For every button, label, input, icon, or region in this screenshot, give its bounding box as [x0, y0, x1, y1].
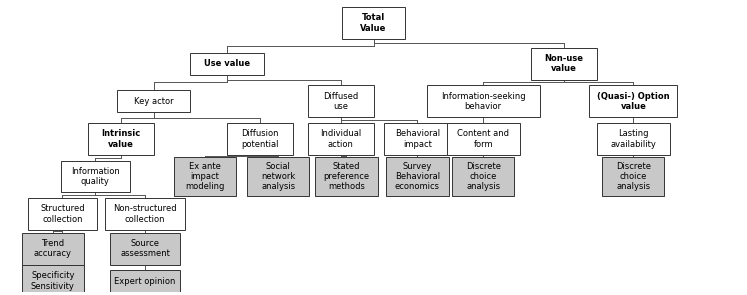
FancyBboxPatch shape	[427, 85, 540, 117]
Text: Information
quality: Information quality	[71, 167, 120, 186]
FancyBboxPatch shape	[227, 123, 293, 155]
Text: Structured
collection: Structured collection	[40, 204, 84, 224]
Text: Social
network
analysis: Social network analysis	[261, 161, 296, 191]
Text: Non-use
value: Non-use value	[545, 54, 583, 73]
Text: Discrete
choice
analysis: Discrete choice analysis	[616, 161, 651, 191]
Text: Use value: Use value	[204, 59, 250, 68]
Text: Lasting
availability: Lasting availability	[610, 129, 657, 148]
Text: Source
assessment: Source assessment	[120, 239, 170, 258]
FancyBboxPatch shape	[602, 157, 665, 196]
Text: Diffused
use: Diffused use	[323, 91, 358, 111]
FancyBboxPatch shape	[28, 198, 97, 230]
Text: Diffusion
potential: Diffusion potential	[241, 129, 279, 148]
FancyBboxPatch shape	[111, 233, 180, 265]
FancyBboxPatch shape	[531, 48, 597, 80]
FancyBboxPatch shape	[61, 160, 130, 192]
Text: Discrete
choice
analysis: Discrete choice analysis	[466, 161, 500, 191]
FancyBboxPatch shape	[174, 157, 236, 196]
Text: Content and
form: Content and form	[457, 129, 509, 148]
Text: Survey
Behavioral
economics: Survey Behavioral economics	[395, 161, 440, 191]
FancyBboxPatch shape	[190, 53, 264, 75]
Text: (Quasi-) Option
value: (Quasi-) Option value	[597, 91, 670, 111]
Text: Individual
action: Individual action	[320, 129, 362, 148]
Text: Ex ante
impact
modeling: Ex ante impact modeling	[185, 161, 225, 191]
Text: Non-structured
collection: Non-structured collection	[114, 204, 177, 224]
Text: Trend
accuracy: Trend accuracy	[34, 239, 72, 258]
FancyBboxPatch shape	[386, 157, 448, 196]
Text: Information-seeking
behavior: Information-seeking behavior	[441, 91, 526, 111]
Text: Key actor: Key actor	[134, 97, 174, 106]
FancyBboxPatch shape	[385, 123, 450, 155]
Text: Total
Value: Total Value	[360, 14, 387, 33]
FancyBboxPatch shape	[452, 157, 515, 196]
FancyBboxPatch shape	[247, 157, 309, 196]
FancyBboxPatch shape	[342, 7, 405, 39]
FancyBboxPatch shape	[88, 123, 154, 155]
Text: Stated
preference
methods: Stated preference methods	[323, 161, 370, 191]
Text: Intrinsic
value: Intrinsic value	[102, 129, 140, 148]
FancyBboxPatch shape	[105, 198, 185, 230]
FancyBboxPatch shape	[308, 123, 374, 155]
FancyBboxPatch shape	[22, 233, 84, 265]
FancyBboxPatch shape	[117, 90, 190, 112]
Text: Behavioral
impact: Behavioral impact	[395, 129, 440, 148]
FancyBboxPatch shape	[111, 270, 180, 292]
FancyBboxPatch shape	[447, 123, 520, 155]
FancyBboxPatch shape	[308, 85, 374, 117]
FancyBboxPatch shape	[22, 265, 84, 295]
FancyBboxPatch shape	[589, 85, 678, 117]
Text: Specificity
Sensitivity: Specificity Sensitivity	[31, 271, 75, 291]
Text: Expert opinion: Expert opinion	[114, 277, 176, 286]
FancyBboxPatch shape	[597, 123, 670, 155]
FancyBboxPatch shape	[315, 157, 377, 196]
